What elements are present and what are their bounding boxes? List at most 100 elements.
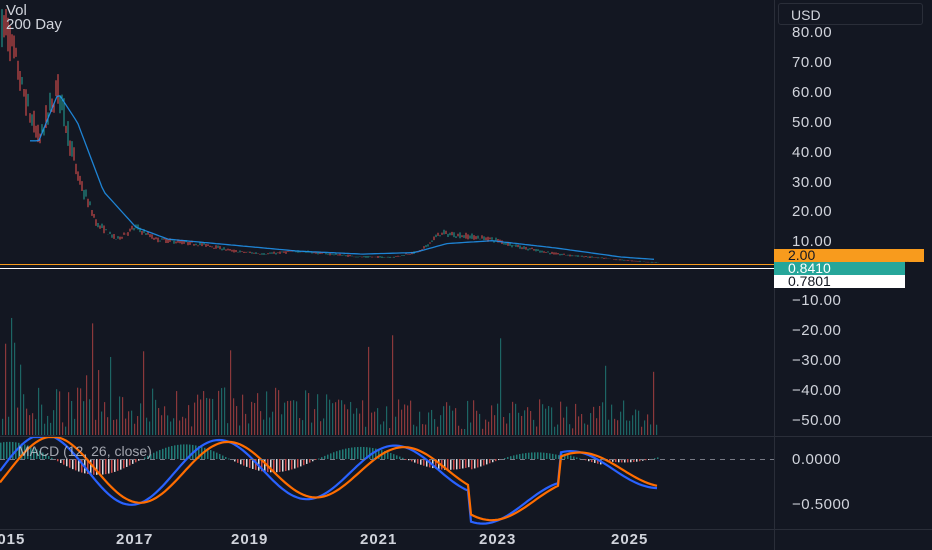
currency-selector[interactable]: USD [778,3,923,25]
y-tick-label: 40.00 [792,144,833,161]
macd-hist-bar [609,459,611,462]
volume-bar [569,424,571,435]
macd-hist-bar [108,459,110,474]
x-tick-label: 2025 [611,531,649,548]
macd-hist-bar [540,452,542,459]
volume-bar [101,411,103,435]
volume-bar [5,343,7,435]
volume-bar [191,426,193,435]
volume-bar [215,419,217,435]
macd-hist-bar [624,459,626,463]
volume-bar [482,428,484,435]
volume-bar [167,415,169,435]
volume-bar [131,410,133,435]
volume-bar [176,391,178,435]
macd-hist-bar [6,441,8,459]
macd-hist-bar [567,454,569,459]
volume-bar [119,396,121,435]
macd-hist-bar [555,454,557,459]
volume-bar [323,418,325,435]
volume-bar [452,410,454,435]
macd-hist-bar [33,447,35,459]
macd-hist-bar [51,457,53,459]
macd-hist-bar [153,452,155,459]
volume-bar [566,406,568,435]
volume-bar [311,422,313,435]
macd-hist-bar [354,447,356,459]
volume-bar [563,417,565,435]
volume-bar [392,335,394,435]
macd-hist-bar [99,459,101,475]
macd-hist-bar [63,459,65,465]
y-tick-label: −20.00 [792,322,842,339]
macd-hist-bar [168,446,170,459]
macd-hist-bar [135,459,137,463]
macd-hist-bar [489,459,491,464]
volume-bar [572,428,574,435]
macd-hist-bar [480,459,482,467]
macd-hist-bar [294,459,296,469]
macd-hist-bar [378,449,380,459]
macd-hist-bar [174,445,176,459]
x-tick-label: 2015 [0,531,26,548]
volume-bar [584,423,586,435]
macd-hist-bar [342,449,344,459]
macd-hist-bar [447,459,449,470]
macd-hist-bar [228,458,230,460]
volume-bar [326,394,328,435]
macd-hist-bar [486,459,488,465]
volume-bar [344,404,346,435]
volume-bar [533,419,535,435]
macd-hist-bar [150,454,152,459]
volume-bar [416,426,418,435]
volume-bar [356,408,358,435]
macd-hist-bar [435,459,437,469]
volume-bar [440,415,442,435]
volume-bar [281,414,283,435]
volume-bar [152,388,154,435]
volume-bar [251,401,253,435]
macd-hist-bar [417,459,419,464]
volume-bar [581,414,583,435]
macd-hist-bar [225,456,227,459]
volume-bar [431,409,433,435]
macd-hist-bar [654,458,656,460]
macd-hist-bar [237,459,239,463]
y-tick-label: 10.00 [792,233,833,250]
volume-bar [209,398,211,435]
volume-bar [20,364,22,435]
macd-hist-bar [21,443,23,459]
volume-bar [545,408,547,435]
price-tag-teal: 0.8410 [774,261,905,275]
volume-bar [89,399,91,435]
volume-bar [350,401,352,435]
macd-legend[interactable]: MACD (12, 26, close) [18,443,152,459]
volume-bar [23,394,25,435]
volume-bar [608,419,610,435]
volume-bar [371,412,373,435]
volume-bar [161,415,163,435]
volume-bar [68,392,70,435]
macd-hist-bar [483,459,485,466]
macd-hist-bar [645,459,647,461]
volume-bar [380,424,382,435]
x-tick-label: 2019 [231,531,269,548]
volume-bar [329,399,331,435]
x-tick-label: 2017 [116,531,154,548]
macd-hist-bar [96,459,98,475]
volume-bar [401,409,403,435]
macd-hist-bar [324,455,326,459]
volume-bar [296,401,298,435]
volume-bar [200,399,202,435]
macd-hist-bar [288,459,290,471]
legend-symbol: Vol [6,2,27,19]
volume-bar [515,403,517,435]
macd-hist-bar [321,457,323,459]
volume-bar [353,413,355,435]
volume-bar [554,426,556,435]
macd-hist-bar [189,444,191,459]
macd-hist-bar [585,459,587,461]
macd-hist-bar [369,447,371,459]
volume-bar [203,391,205,435]
